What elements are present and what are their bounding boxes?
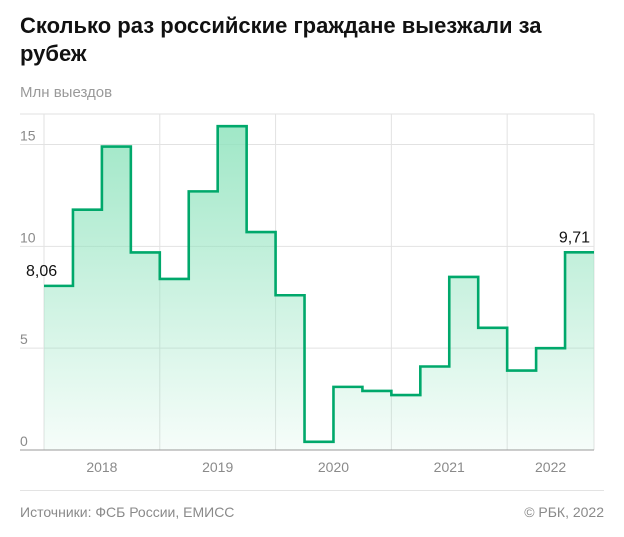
x-tick-label: 2018 xyxy=(86,459,117,475)
x-tick-label: 2021 xyxy=(434,459,465,475)
y-tick-label: 5 xyxy=(20,331,28,347)
data-label: 8,06 xyxy=(26,263,57,280)
chart-title: Сколько раз российские граждане выезжали… xyxy=(20,13,542,66)
source-note: Источники: ФСБ России, ЕМИСС xyxy=(20,504,235,520)
area-fill xyxy=(44,126,594,450)
copyright: © РБК, 2022 xyxy=(524,504,604,520)
series-line xyxy=(44,124,594,444)
footer-divider xyxy=(20,490,604,491)
x-tick-label: 2022 xyxy=(535,459,566,475)
y-tick-label: 10 xyxy=(20,229,36,245)
y-tick-label: 15 xyxy=(20,128,36,144)
x-tick-label: 2020 xyxy=(318,459,349,475)
x-tick-label: 2019 xyxy=(202,459,233,475)
y-axis-unit: Млн выездов xyxy=(20,84,113,101)
chart: 0 5 10 15 2018 2019 2020 2021 2022 8,06 9,71 xyxy=(20,113,595,475)
data-label: 9,71 xyxy=(559,229,590,246)
y-tick-label: 0 xyxy=(20,433,28,449)
